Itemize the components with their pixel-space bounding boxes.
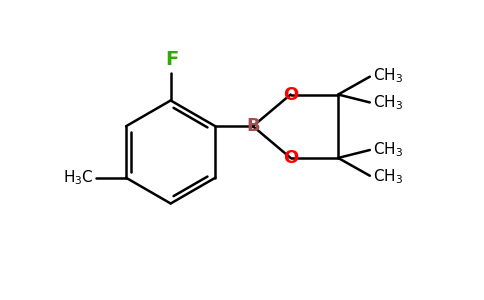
Text: H$_3$C: H$_3$C (62, 168, 93, 187)
Text: O: O (283, 85, 298, 103)
Text: O: O (283, 149, 298, 167)
Text: CH$_3$: CH$_3$ (373, 167, 403, 186)
Text: CH$_3$: CH$_3$ (373, 66, 403, 85)
Text: CH$_3$: CH$_3$ (373, 141, 403, 159)
Text: F: F (165, 50, 178, 69)
Text: CH$_3$: CH$_3$ (373, 93, 403, 112)
Text: B: B (246, 117, 260, 135)
